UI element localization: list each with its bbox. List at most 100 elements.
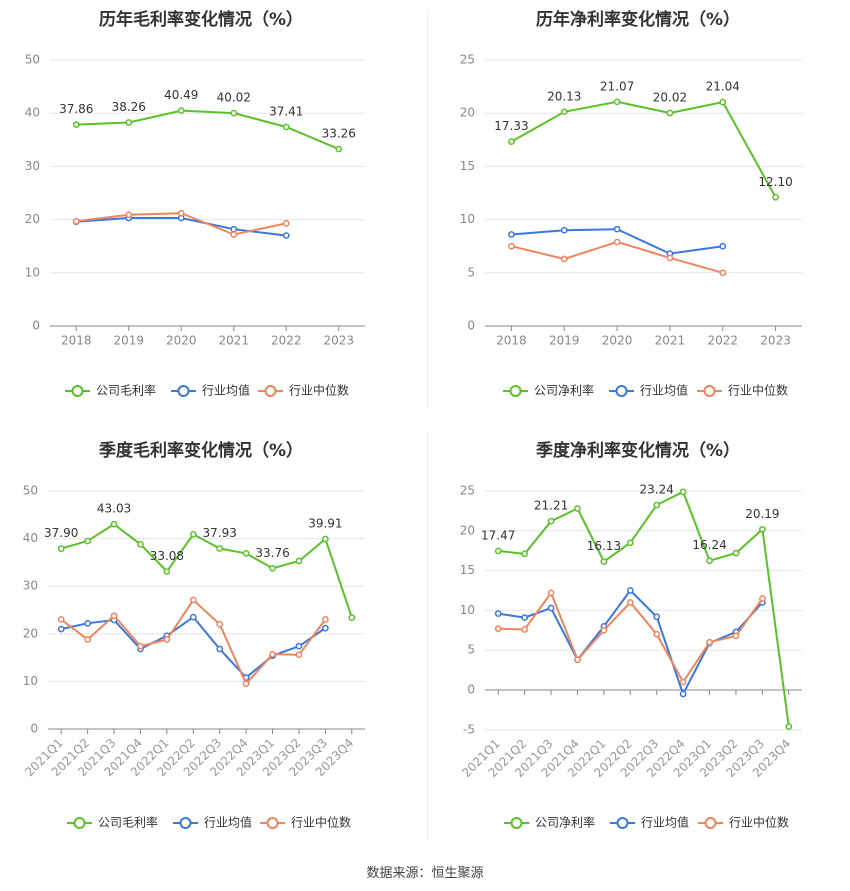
chart4-data-point — [759, 595, 766, 602]
chart3-data-point — [163, 636, 171, 643]
chart3-data-label: 33.08 — [150, 549, 184, 563]
chart4-data-point — [679, 678, 687, 686]
chart2-data-label: 17.33 — [494, 119, 528, 133]
chart3-data-point — [189, 613, 197, 621]
chart4-data-point — [494, 547, 502, 555]
chart2-data-point — [719, 98, 727, 106]
chart2-y-tick-label: 25 — [460, 53, 475, 67]
chart4-data-point — [547, 517, 555, 525]
chart2-data-point — [613, 225, 621, 233]
chart1-x-tick-label: 2021 — [218, 334, 249, 348]
chart1-data-point — [72, 121, 80, 128]
chart4-y-tick-label: 10 — [460, 603, 475, 617]
chart2-legend-marker — [703, 385, 716, 397]
chart2-data-label: 21.07 — [600, 79, 634, 93]
chart1-x-tick-label: 2020 — [166, 334, 197, 348]
chart4-data-point — [547, 589, 555, 597]
chart4-data-point — [626, 599, 634, 606]
chart2-data-label: 20.02 — [653, 90, 687, 104]
chart4-data-point — [626, 587, 634, 594]
chart4-data-point — [626, 539, 634, 547]
chart3-data-point — [295, 651, 303, 659]
chart3-data-point — [110, 612, 118, 620]
chart3-data-point — [216, 545, 224, 552]
chart1-data-point — [282, 123, 290, 131]
chart3-data-point — [322, 535, 329, 543]
chart2-data-point — [613, 98, 621, 106]
chart4-legend-marker — [510, 817, 523, 829]
chart3-data-point — [110, 520, 118, 528]
chart4-data-label: 23.24 — [640, 483, 674, 497]
chart1-data-label: 37.86 — [59, 102, 93, 116]
chart4-data-point — [732, 549, 740, 557]
chart4-data-point — [521, 550, 528, 558]
chart2-data-point — [508, 231, 515, 238]
chart1-legend-marker — [264, 385, 277, 397]
chart3-data-label: 37.90 — [44, 526, 78, 540]
chart1-legend-label: 公司毛利率 — [96, 383, 156, 398]
chart4-data-label: 16.24 — [692, 538, 726, 552]
chart3-data-point — [242, 680, 250, 688]
chart1-data-point — [177, 209, 185, 217]
chart2-data-point — [560, 226, 568, 234]
chart4-data-point — [759, 525, 766, 533]
chart2-data-label: 20.13 — [547, 89, 581, 103]
chart4-title: 季度净利率变化情况（%） — [536, 440, 740, 461]
chart3-data-point — [163, 568, 171, 575]
chart1-x-tick-label: 2018 — [61, 334, 92, 348]
chart4-data-point — [653, 630, 661, 638]
chart2-legend-label: 行业均值 — [640, 383, 688, 398]
chart2-data-point — [666, 254, 674, 262]
chart3-data-point — [269, 650, 276, 658]
chart3-y-tick-label: 50 — [23, 484, 38, 498]
chart1-x-tick-label: 2019 — [113, 334, 144, 348]
chart1-data-label: 38.26 — [112, 100, 146, 114]
chart1-y-tick-label: 50 — [25, 53, 40, 67]
chart1-legend-label: 行业均值 — [202, 383, 250, 398]
chart1-legend-marker — [177, 385, 190, 397]
chart1-data-label: 33.26 — [322, 127, 356, 141]
chart4-legend-label: 行业均值 — [641, 815, 689, 830]
chart2-x-tick-label: 2022 — [707, 334, 738, 348]
chart4-data-point — [600, 558, 608, 565]
chart3-y-tick-label: 10 — [23, 674, 38, 688]
chart3-data-point — [84, 537, 91, 545]
chart3-data-point — [295, 557, 303, 565]
chart4-y-tick-label: -5 — [463, 722, 475, 736]
chart2-y-tick-label: 15 — [460, 159, 475, 173]
chart2-data-point — [560, 255, 568, 263]
chart2-title: 历年净利率变化情况（%） — [536, 9, 740, 30]
chart2-series-line-3 — [511, 240, 724, 274]
chart4-y-tick-label: 20 — [460, 523, 475, 537]
chart3-data-point — [269, 564, 276, 572]
chart3-y-tick-label: 20 — [23, 626, 38, 640]
chart3-y-tick-label: 40 — [23, 531, 38, 545]
chart3-legend-marker — [73, 817, 86, 829]
chart4-data-point — [706, 557, 713, 565]
chart1-data-point — [230, 231, 238, 238]
chart2-legend-label: 公司净利率 — [534, 383, 594, 398]
chart2-data-point — [719, 242, 727, 250]
chart2-x-tick-label: 2019 — [549, 334, 580, 348]
chart3-data-point — [322, 624, 329, 632]
chart4-data-label: 21.21 — [534, 499, 568, 513]
chart1-data-point — [125, 119, 133, 126]
chart4-data-point — [706, 638, 713, 646]
chart1-x-tick-label: 2023 — [323, 334, 354, 348]
chart4-data-point — [653, 613, 661, 621]
chart3-data-point — [84, 636, 91, 643]
chart3-data-label: 39.91 — [308, 517, 342, 531]
chart4-data-point — [521, 614, 528, 621]
chart4-series-line-1 — [498, 490, 790, 727]
chart1-data-point — [72, 217, 80, 225]
chart4-legend-marker — [616, 817, 629, 829]
chart4-data-point — [732, 632, 740, 640]
chart1-data-point — [282, 219, 290, 227]
chart1-data-label: 37.41 — [269, 104, 303, 118]
chart2-legend-marker — [509, 385, 522, 397]
chart3-data-label: 43.03 — [97, 502, 131, 516]
panel-divider-top — [427, 10, 428, 410]
chart3-y-tick-label: 30 — [23, 579, 38, 593]
chart2-y-tick-label: 0 — [467, 319, 475, 333]
